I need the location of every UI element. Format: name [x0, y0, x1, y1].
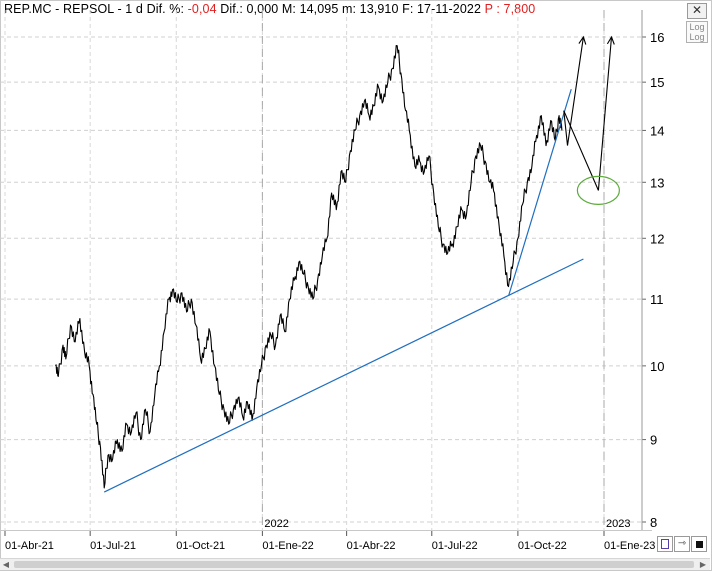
date-label: F:	[402, 2, 414, 16]
period-label: 1 d	[125, 2, 143, 16]
x-tick-label: 01-Oct-22	[518, 540, 567, 552]
price-axis-labels: 8 9 10 11 12 13 14 15 16	[650, 30, 664, 530]
scroll-right-icon[interactable]: ▶	[699, 560, 707, 569]
y-tick-label: 15	[650, 75, 664, 90]
date-axis	[0, 530, 652, 561]
x-tick-label: 01-Oct-21	[176, 540, 225, 552]
horizontal-scrollbar[interactable]: ◀ ▶	[0, 558, 710, 570]
x-tick-label: 01-Abr-21	[5, 540, 54, 552]
chart-header: REP.MC - REPSOL - 1 d Dif. %: -0,04 Dif.…	[4, 2, 535, 16]
year-divider-lines	[261, 10, 605, 530]
year-label: 2022	[264, 518, 288, 530]
scroll-left-icon[interactable]: ◀	[2, 560, 10, 569]
price-line	[55, 44, 563, 489]
date-axis-labels: 01-Abr-21 01-Jul-21 01-Oct-21 01-Ene-22 01-A…	[5, 518, 655, 552]
vertical-gridlines	[4, 10, 605, 536]
y-tick-label: 8	[650, 515, 657, 530]
x-tick-label: 01-Jul-21	[90, 540, 136, 552]
close-icon[interactable]: ✕	[687, 3, 707, 19]
dif-pct-value: -0,04	[187, 2, 217, 16]
year-label: 2023	[606, 518, 630, 530]
price-label: P :	[484, 2, 500, 16]
projection-arrows	[563, 35, 615, 191]
horizontal-gridlines	[0, 36, 646, 523]
max-label: M:	[281, 2, 296, 16]
min-value: 13,910	[359, 2, 399, 16]
y-tick-label: 10	[650, 359, 664, 374]
min-label: m:	[342, 2, 357, 16]
x-tick-label: 01-Abr-22	[347, 540, 396, 552]
y-tick-label: 11	[650, 292, 664, 307]
trendline	[507, 89, 572, 297]
date-value: 17-11-2022	[416, 2, 481, 16]
arrow-right-icon[interactable]: ⇾	[674, 536, 690, 552]
log-label: Log	[689, 22, 705, 32]
y-tick-label: 13	[650, 175, 664, 190]
price-series	[55, 44, 563, 489]
max-value: 14,095	[299, 2, 339, 16]
x-tick-label: 01-Jul-22	[432, 540, 478, 552]
dif-value: 0,000	[246, 2, 279, 16]
scrollbar-thumb[interactable]	[14, 561, 694, 568]
y-tick-label: 9	[650, 433, 657, 448]
y-tick-label: 14	[650, 123, 664, 138]
projection-path	[563, 36, 584, 146]
symbol-label: REP.MC - REPSOL	[4, 2, 114, 16]
projection-path	[563, 36, 613, 191]
arrowhead	[606, 35, 615, 45]
square-icon[interactable]	[691, 536, 707, 552]
x-tick-label: 01-Ene-23	[604, 540, 655, 552]
target-ellipse	[576, 175, 620, 206]
separator: -	[117, 2, 122, 16]
trendline	[103, 258, 584, 493]
save-icon[interactable]	[657, 536, 673, 552]
trendlines	[103, 89, 584, 493]
arrowhead	[578, 35, 587, 45]
log-label-shadow: Log	[689, 32, 705, 42]
price-value: 7,800	[503, 2, 536, 16]
target-zone	[576, 175, 620, 206]
x-tick-label: 01-Ene-22	[262, 540, 313, 552]
y-tick-label: 12	[650, 231, 664, 246]
dif-label: Dif.:	[220, 2, 243, 16]
log-scale-toggle[interactable]: Log Log	[686, 21, 708, 43]
dif-pct-label: Dif. %:	[146, 2, 185, 16]
y-tick-label: 16	[650, 30, 664, 45]
